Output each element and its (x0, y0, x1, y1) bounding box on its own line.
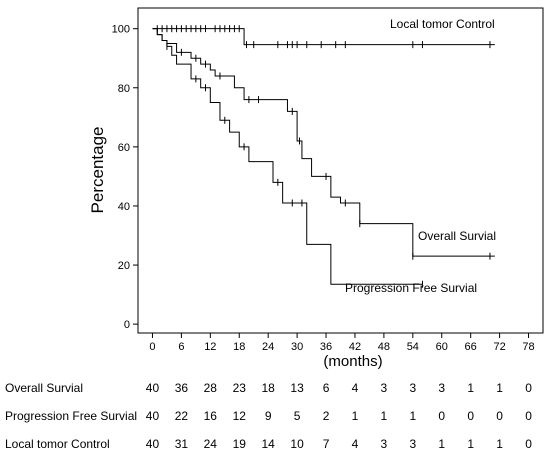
risk-count: 31 (174, 437, 189, 451)
risk-count: 7 (322, 437, 330, 451)
x-tick-label: 60 (436, 341, 448, 353)
x-tick-label: 78 (522, 341, 534, 353)
x-tick-label: 36 (320, 341, 332, 353)
x-tick-label: 6 (178, 341, 184, 353)
risk-count: 13 (290, 381, 304, 395)
risk-count: 40 (145, 409, 160, 423)
risk-count: 5 (293, 409, 301, 423)
risk-count: 3 (438, 381, 446, 395)
risk-count: 9 (264, 409, 272, 423)
x-axis: 0 6 12 18 24 30 36 42 48 54 60 66 72 78 (149, 333, 535, 353)
risk-count: 36 (174, 381, 189, 395)
risk-count: 3 (380, 381, 388, 395)
risk-count: 3 (409, 437, 417, 451)
risk-count: 40 (145, 381, 160, 395)
x-axis-label: (months) (323, 353, 382, 370)
x-tick-label: 66 (465, 341, 477, 353)
risk-count: 14 (261, 437, 275, 451)
y-axis: 0 20 40 60 80 100 (112, 24, 138, 331)
y-tick-label: 100 (112, 24, 130, 36)
risk-count: 24 (203, 437, 217, 451)
y-tick-label: 80 (118, 83, 130, 95)
risk-count: 6 (322, 381, 330, 395)
risk-row-progression-free-survial: Progression Free Survial 40 22 16 12 9 5 2 1 1 1 0… (0, 408, 550, 428)
risk-count: 4 (351, 381, 359, 395)
x-tick-label: 48 (378, 341, 390, 353)
y-tick-label: 40 (118, 201, 130, 213)
curve-progression-free-survial (152, 28, 423, 285)
risk-count: 16 (203, 409, 217, 423)
risk-count: 0 (525, 409, 532, 423)
risk-count: 1 (351, 409, 359, 423)
x-tick-label: 42 (349, 341, 361, 353)
curves (152, 28, 495, 285)
label-overall-survial: Overall Survial (418, 229, 496, 243)
x-tick-label: 12 (204, 341, 216, 353)
x-tick-label: 30 (291, 341, 303, 353)
risk-count: 1 (380, 409, 388, 423)
risk-count: 12 (232, 409, 246, 423)
risk-count: 0 (438, 409, 446, 423)
label-local-tomor-control: Local tomor Control (390, 17, 495, 31)
risk-count: 18 (261, 381, 275, 395)
risk-count: 1 (467, 437, 475, 451)
risk-count: 28 (203, 381, 217, 395)
risk-count: 3 (409, 381, 417, 395)
risk-count: 0 (467, 409, 475, 423)
risk-row-local-tomor-control: Local tomor Control 40 31 24 19 14 10 7 4 3 3 1 1 1 0 (0, 436, 550, 456)
y-tick-label: 0 (124, 319, 130, 331)
x-tick-label: 54 (407, 341, 419, 353)
curve-overall-survial (152, 28, 495, 257)
x-tick-label: 18 (233, 341, 245, 353)
risk-count: 1 (496, 437, 503, 451)
risk-count: 40 (145, 437, 160, 451)
risk-count: 3 (380, 437, 388, 451)
risk-row-label: Overall Survial (5, 381, 84, 395)
risk-count: 1 (467, 381, 475, 395)
risk-count: 2 (322, 409, 330, 423)
risk-count: 4 (351, 437, 359, 451)
x-tick-label: 0 (149, 341, 155, 353)
risk-count: 22 (174, 409, 189, 423)
risk-count: 19 (232, 437, 246, 451)
risk-row-overall-survial: Overall Survial 40 36 28 23 18 13 6 4 3 3 3 1 1 0 (0, 380, 550, 400)
y-axis-label: Percentage (88, 127, 107, 214)
risk-count: 0 (496, 409, 503, 423)
risk-count: 1 (409, 409, 417, 423)
risk-count: 1 (438, 437, 446, 451)
risk-count: 0 (525, 437, 532, 451)
risk-count: 10 (290, 437, 304, 451)
y-tick-label: 60 (118, 142, 130, 154)
y-tick-label: 20 (118, 260, 130, 272)
risk-count: 1 (496, 381, 503, 395)
risk-count: 0 (525, 381, 532, 395)
risk-count: 23 (232, 381, 246, 395)
risk-row-label: Local tomor Control (5, 437, 110, 451)
censor-marks (156, 25, 491, 288)
x-tick-label: 72 (493, 341, 505, 353)
label-progression-free-survial: Progression Free Survial (345, 281, 477, 295)
curve-local-tomor-control (152, 28, 495, 46)
x-tick-label: 24 (262, 341, 274, 353)
plot-frame (137, 7, 544, 334)
risk-row-label: Progression Free Survial (5, 409, 138, 423)
